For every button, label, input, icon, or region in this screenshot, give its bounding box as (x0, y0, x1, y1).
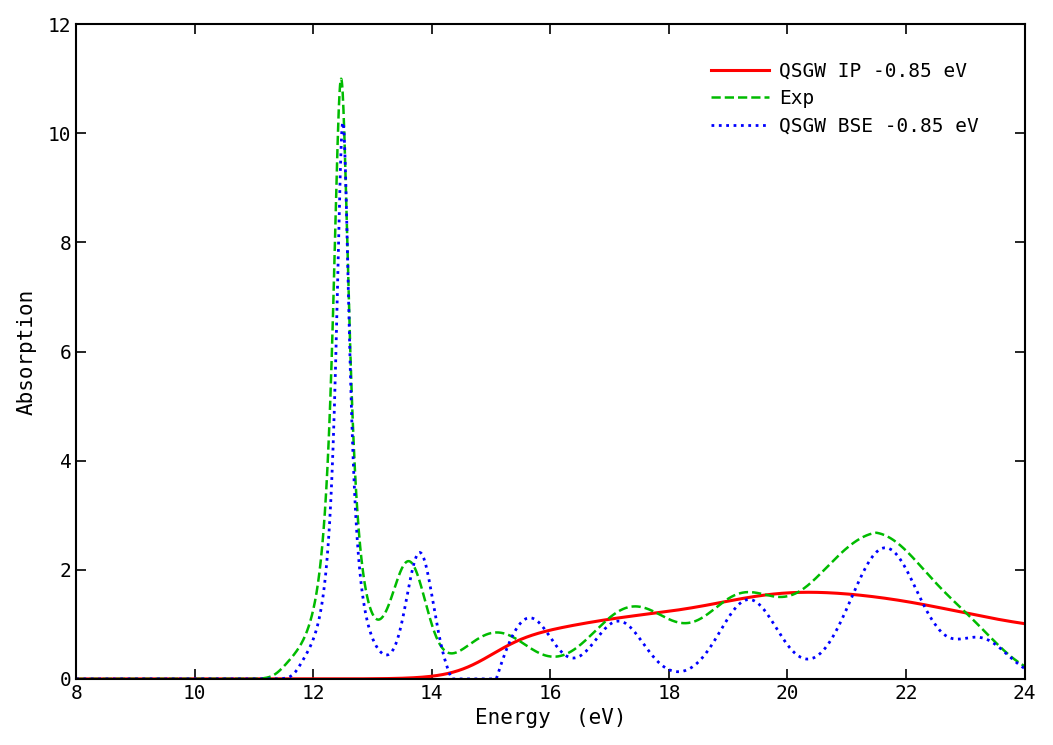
X-axis label: Energy  (eV): Energy (eV) (475, 708, 627, 729)
Y-axis label: Absorption: Absorption (17, 288, 37, 415)
Legend: QSGW IP -0.85 eV, Exp, QSGW BSE -0.85 eV: QSGW IP -0.85 eV, Exp, QSGW BSE -0.85 eV (703, 54, 987, 144)
